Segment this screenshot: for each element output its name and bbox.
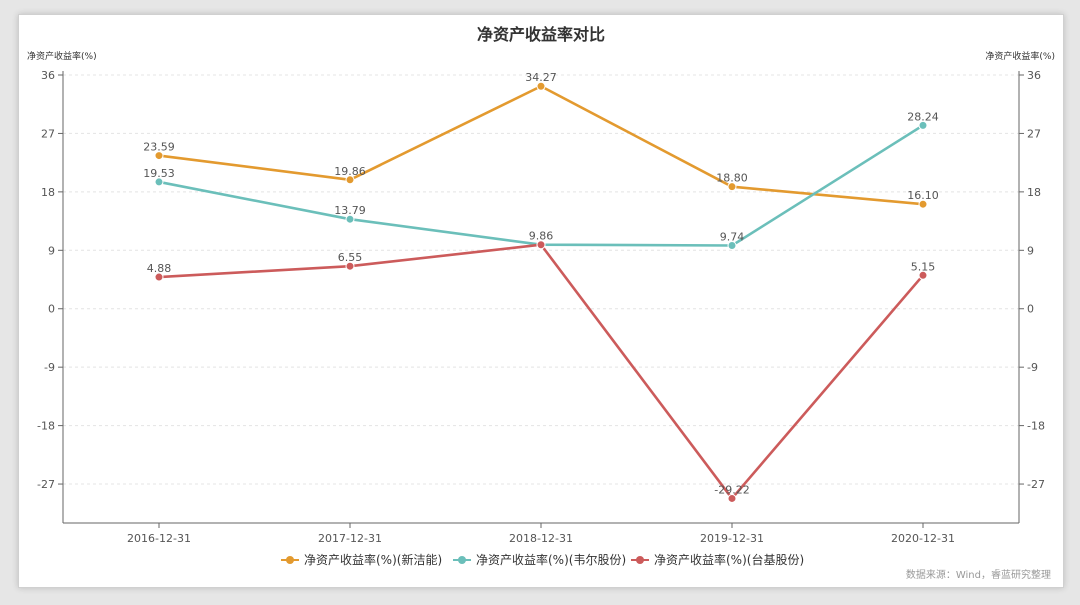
data-label: 19.53 (143, 167, 175, 180)
data-label: 18.80 (716, 172, 748, 185)
chart-title: 净资产收益率对比 (477, 25, 605, 44)
y-tick-right: 0 (1027, 303, 1034, 316)
series-3-point (154, 272, 164, 282)
y-tick-right: -18 (1027, 420, 1045, 433)
y-tick-left: 36 (41, 69, 55, 82)
data-label: 23.59 (143, 141, 175, 154)
gridlines (63, 74, 1019, 485)
legend-swatch-marker (636, 556, 644, 564)
source-note: 数据来源：Wind，睿蓝研究整理 (906, 568, 1051, 581)
x-tick-label: 2016-12-31 (127, 532, 191, 545)
series-1-point (918, 199, 928, 209)
data-label: 28.24 (907, 110, 939, 123)
legend-label: 净资产收益率(%)(韦尔股份) (476, 552, 626, 567)
series-3-point (918, 270, 928, 280)
y-tick-left: 18 (41, 186, 55, 199)
x-tick-label: 2017-12-31 (318, 532, 382, 545)
tick-labels: 36 36 27 27 18 18 9 9 0 0 -9 -9 -18 -18 -27 -27 2016-12-… (37, 69, 1045, 545)
data-label: 13.79 (334, 204, 366, 217)
x-tick-label: 2019-12-31 (700, 532, 764, 545)
series-1-point (727, 182, 737, 192)
legend: 净资产收益率(%)(新洁能) 净资产收益率(%)(韦尔股份) 净资产收益率(%)(台… (281, 552, 804, 567)
series-3-point (345, 261, 355, 271)
y-tick-right: -27 (1027, 478, 1045, 491)
series-2-point (345, 214, 355, 224)
y-tick-left: 0 (48, 303, 55, 316)
legend-swatch-marker (458, 556, 466, 564)
series-line-1 (158, 84, 924, 206)
line-chart: 净资产收益率对比 净资产收益率(%) 净资产收益率(%) 36 36 27 27 18 1… (27, 25, 1055, 581)
data-label: 4.88 (147, 262, 172, 275)
y-tick-left: 9 (48, 244, 55, 257)
y-tick-right: 36 (1027, 69, 1041, 82)
legend-label: 净资产收益率(%)(新洁能) (304, 552, 442, 567)
legend-swatch-marker (286, 556, 294, 564)
series-1-point (536, 81, 546, 91)
y-tick-right: -9 (1027, 361, 1038, 374)
axes (58, 71, 1024, 528)
legend-label: 净资产收益率(%)(台基股份) (654, 552, 804, 567)
data-label: 9.86 (529, 230, 554, 243)
y-tick-left: -9 (44, 361, 55, 374)
series-2-point (154, 177, 164, 187)
y-tick-left: 27 (41, 127, 55, 140)
x-tick-label: 2018-12-31 (509, 532, 573, 545)
y-tick-right: 9 (1027, 244, 1034, 257)
series-line-2 (158, 124, 924, 247)
right-axis-label: 净资产收益率(%) (985, 50, 1055, 62)
data-label: 6.55 (338, 251, 363, 264)
series-points (154, 81, 928, 503)
series-line-3 (158, 243, 924, 500)
data-labels: 23.59 19.86 34.27 18.80 16.10 19.53 13.79 9.86 9… (143, 71, 939, 496)
y-tick-left: -27 (37, 478, 55, 491)
series-2-point (918, 120, 928, 130)
data-label: 16.10 (907, 189, 939, 202)
data-label: 9.74 (720, 230, 745, 243)
x-tick-label: 2020-12-31 (891, 532, 955, 545)
series-1-point (154, 151, 164, 161)
y-tick-right: 27 (1027, 127, 1041, 140)
series-3-point (536, 240, 546, 250)
chart-frame: 净资产收益率对比 净资产收益率(%) 净资产收益率(%) 36 36 27 27 18 1… (18, 14, 1064, 588)
data-label: -29.22 (714, 483, 749, 496)
series-2-point (727, 240, 737, 250)
series-1-point (345, 175, 355, 185)
series-lines (158, 84, 924, 500)
data-label: 34.27 (525, 71, 557, 84)
data-label: 5.15 (911, 260, 936, 273)
y-tick-right: 18 (1027, 186, 1041, 199)
data-label: 19.86 (334, 165, 366, 178)
y-tick-left: -18 (37, 420, 55, 433)
left-axis-label: 净资产收益率(%) (27, 50, 97, 62)
series-3-point (727, 493, 737, 503)
